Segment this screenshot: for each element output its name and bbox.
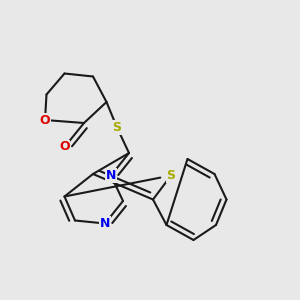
Text: S: S [112,121,122,134]
Text: S: S [167,169,176,182]
Text: N: N [100,217,110,230]
Text: N: N [106,169,116,182]
Text: O: O [59,140,70,154]
Text: O: O [40,113,50,127]
